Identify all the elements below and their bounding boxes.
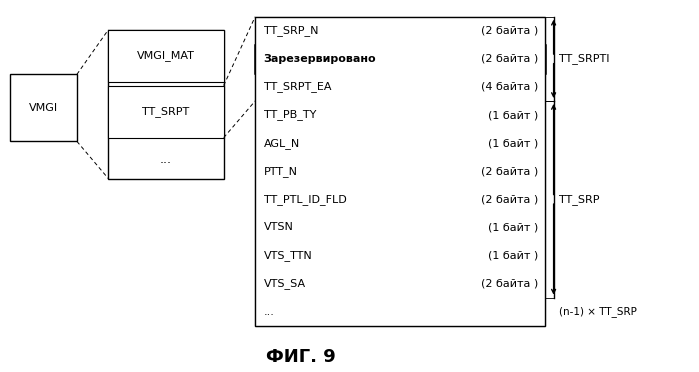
Bar xyxy=(255,269,545,298)
Text: TT_SRP_N: TT_SRP_N xyxy=(264,25,318,36)
Bar xyxy=(255,298,545,326)
Text: TT_SRP: TT_SRP xyxy=(559,194,600,205)
Text: (1 байт ): (1 байт ) xyxy=(488,110,538,120)
Text: TT_SRPTI: TT_SRPTI xyxy=(559,54,610,64)
Bar xyxy=(255,185,545,214)
Bar xyxy=(255,17,545,326)
Text: ...: ... xyxy=(160,154,172,166)
Text: PTT_N: PTT_N xyxy=(264,166,298,177)
Bar xyxy=(255,45,545,73)
Text: (2 байта ): (2 байта ) xyxy=(481,194,538,204)
Text: ФИГ. 9: ФИГ. 9 xyxy=(266,348,336,366)
Text: TT_PB_TY: TT_PB_TY xyxy=(264,110,316,121)
Bar xyxy=(255,101,545,129)
Text: VMGI_MAT: VMGI_MAT xyxy=(137,50,195,61)
Text: (1 байт ): (1 байт ) xyxy=(488,222,538,232)
Text: (1 байт ): (1 байт ) xyxy=(488,250,538,260)
Text: (n-1) × TT_SRP: (n-1) × TT_SRP xyxy=(559,306,637,317)
Bar xyxy=(255,129,545,157)
Text: VTS_SA: VTS_SA xyxy=(264,278,305,289)
Text: TT_SRPT: TT_SRPT xyxy=(143,106,189,117)
Bar xyxy=(255,213,545,241)
Text: VTS_TTN: VTS_TTN xyxy=(264,250,312,261)
Text: (1 байт ): (1 байт ) xyxy=(488,138,538,148)
Text: Зарезервировано: Зарезервировано xyxy=(264,54,376,64)
Text: (2 байта ): (2 байта ) xyxy=(481,166,538,176)
Text: (2 байта ): (2 байта ) xyxy=(481,26,538,36)
Text: (2 байта ): (2 байта ) xyxy=(481,54,538,64)
Bar xyxy=(108,30,224,179)
Bar xyxy=(108,86,224,138)
Bar xyxy=(255,73,545,101)
Text: TT_SRPT_EA: TT_SRPT_EA xyxy=(264,81,331,92)
Text: (4 байта ): (4 байта ) xyxy=(481,82,538,92)
Text: AGL_N: AGL_N xyxy=(264,138,300,148)
Bar xyxy=(10,74,77,141)
Text: (2 байта ): (2 байта ) xyxy=(481,279,538,289)
Text: VMGI: VMGI xyxy=(29,103,58,113)
Text: TT_PTL_ID_FLD: TT_PTL_ID_FLD xyxy=(264,194,346,205)
Text: ...: ... xyxy=(264,307,275,317)
Bar xyxy=(255,17,545,45)
Text: VTSN: VTSN xyxy=(264,222,294,232)
Bar xyxy=(255,157,545,185)
Bar xyxy=(108,30,224,82)
Bar xyxy=(255,241,545,269)
